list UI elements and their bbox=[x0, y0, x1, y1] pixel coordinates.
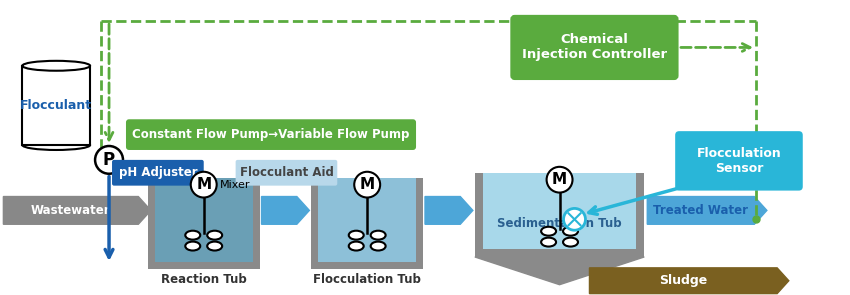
Bar bbox=[637, 173, 644, 257]
Polygon shape bbox=[647, 196, 767, 224]
Text: pH Adjuster: pH Adjuster bbox=[118, 166, 197, 179]
Text: Treated Water: Treated Water bbox=[654, 204, 748, 217]
Text: Chemical
Injection Controller: Chemical Injection Controller bbox=[522, 33, 667, 61]
Text: Flocculant: Flocculant bbox=[20, 99, 93, 112]
Text: Flocculant Aid: Flocculant Aid bbox=[240, 166, 333, 179]
Text: Flocculation
Sensor: Flocculation Sensor bbox=[697, 147, 781, 175]
Bar bbox=[311, 262, 423, 269]
Ellipse shape bbox=[371, 242, 386, 250]
Bar bbox=[311, 178, 319, 269]
Ellipse shape bbox=[541, 238, 556, 247]
Text: M: M bbox=[552, 172, 567, 187]
Circle shape bbox=[564, 209, 586, 230]
Text: M: M bbox=[196, 177, 212, 192]
Bar bbox=[155, 178, 252, 262]
Ellipse shape bbox=[348, 231, 364, 240]
Ellipse shape bbox=[207, 242, 222, 250]
Bar bbox=[319, 178, 416, 262]
Text: Flocculation Tub: Flocculation Tub bbox=[314, 273, 421, 286]
Bar bbox=[475, 173, 483, 257]
Text: M: M bbox=[360, 177, 375, 192]
FancyBboxPatch shape bbox=[112, 160, 204, 186]
Text: Sedimentation Tub: Sedimentation Tub bbox=[497, 217, 622, 230]
Ellipse shape bbox=[541, 227, 556, 236]
Polygon shape bbox=[425, 196, 473, 224]
FancyBboxPatch shape bbox=[512, 16, 677, 79]
Ellipse shape bbox=[371, 231, 386, 240]
Circle shape bbox=[190, 172, 217, 198]
Bar bbox=[148, 262, 259, 269]
Ellipse shape bbox=[563, 227, 578, 236]
Bar bbox=[416, 178, 423, 269]
Circle shape bbox=[354, 172, 380, 198]
Bar bbox=[475, 249, 644, 257]
Bar bbox=[483, 173, 637, 249]
Ellipse shape bbox=[22, 140, 90, 150]
Polygon shape bbox=[589, 268, 789, 294]
Polygon shape bbox=[3, 196, 151, 224]
Ellipse shape bbox=[348, 242, 364, 250]
Text: Mixer: Mixer bbox=[219, 180, 250, 190]
Ellipse shape bbox=[207, 231, 222, 240]
Ellipse shape bbox=[563, 238, 578, 247]
Polygon shape bbox=[483, 257, 637, 277]
Bar bbox=[252, 178, 259, 269]
Ellipse shape bbox=[185, 242, 201, 250]
Circle shape bbox=[95, 146, 123, 174]
FancyBboxPatch shape bbox=[235, 160, 337, 186]
Circle shape bbox=[547, 167, 573, 193]
FancyBboxPatch shape bbox=[675, 131, 802, 191]
Text: Constant Flow Pump→Variable Flow Pump: Constant Flow Pump→Variable Flow Pump bbox=[133, 128, 410, 141]
Bar bbox=[22, 66, 90, 145]
Text: Reaction Tub: Reaction Tub bbox=[161, 273, 246, 286]
Text: Wastewater: Wastewater bbox=[31, 204, 110, 217]
Polygon shape bbox=[475, 257, 644, 285]
Bar bbox=[148, 178, 155, 269]
FancyBboxPatch shape bbox=[126, 119, 416, 150]
Polygon shape bbox=[262, 196, 309, 224]
Text: P: P bbox=[103, 151, 115, 169]
Ellipse shape bbox=[22, 61, 90, 71]
Ellipse shape bbox=[185, 231, 201, 240]
Text: Sludge: Sludge bbox=[660, 274, 707, 287]
